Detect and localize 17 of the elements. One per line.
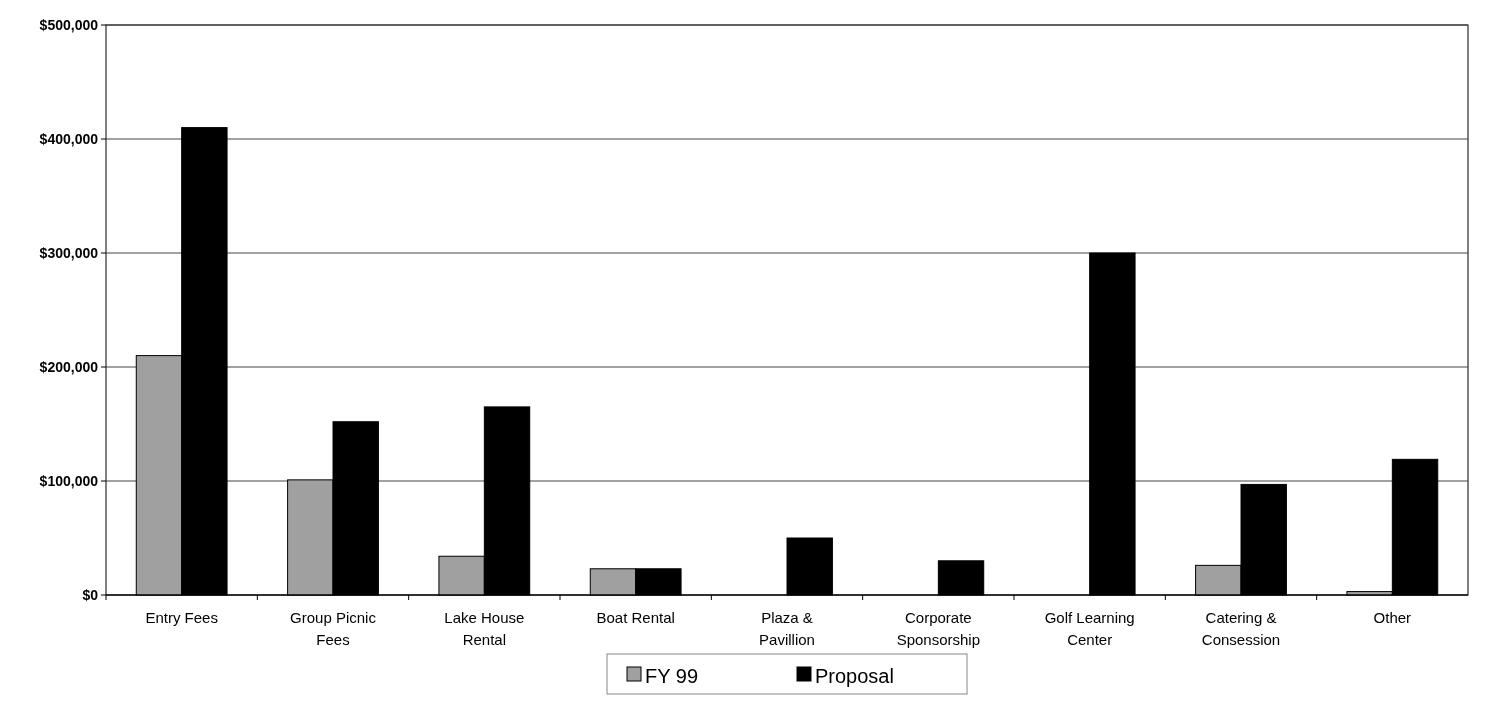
x-tick-label: Other (1373, 609, 1412, 626)
y-tick-label: $0 (82, 586, 99, 603)
x-tick-label: Golf Learning Center (1044, 609, 1135, 648)
y-tick-label: $300,000 (39, 244, 99, 261)
legend-label: FY 99 (645, 665, 698, 687)
y-tick-label: $400,000 (39, 130, 99, 147)
y-tick-label: $100,000 (39, 472, 99, 489)
x-tick-label: Entry Fees (145, 609, 218, 626)
y-tick-label: $500,000 (39, 16, 99, 33)
x-tick-label: Group Picnic Fees (290, 609, 377, 648)
y-tick-label: $200,000 (39, 358, 99, 375)
legend-label: Proposal (815, 665, 894, 687)
x-tick-label: Corporate Sponsorship (896, 609, 981, 648)
x-tick-label: Catering & Consession (1201, 609, 1281, 648)
x-tick-label: Boat Rental (596, 609, 675, 626)
x-tick-label: Lake House Rental (444, 609, 525, 648)
x-tick-label: Plaza & Pavillion (759, 609, 815, 648)
